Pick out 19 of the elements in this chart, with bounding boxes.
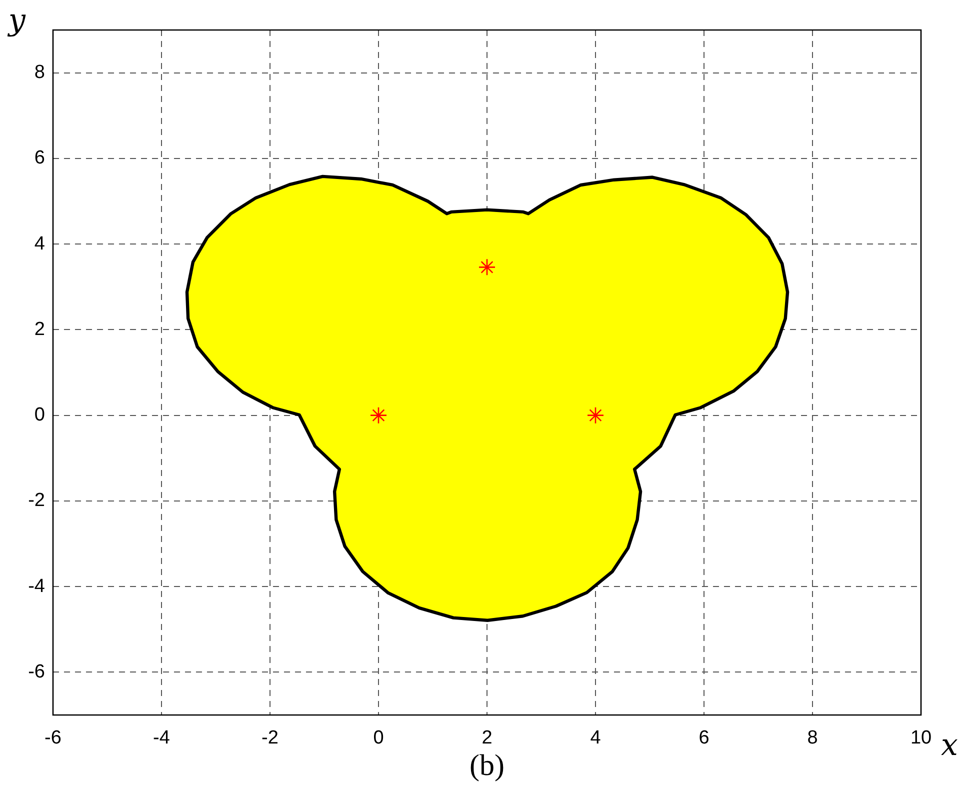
x-tick-label: 10 (910, 728, 932, 749)
x-tick-label: 2 (482, 728, 492, 749)
x-tick-label: 4 (590, 728, 602, 749)
y-tick-label: 6 (34, 148, 45, 169)
y-tick-label: 8 (34, 62, 45, 84)
y-tick-label: -4 (28, 576, 46, 597)
y-tick-label: 0 (34, 404, 45, 426)
y-tick-label: -2 (28, 490, 45, 512)
text: (b) (470, 748, 504, 782)
x-axis-title: x (941, 728, 958, 763)
y-axis-title: y (6, 2, 27, 38)
x-tick-label: 8 (807, 728, 818, 749)
y-tick-label: 4 (34, 233, 46, 254)
x-tick-label: -4 (153, 728, 170, 749)
y-tick-label: -6 (28, 661, 45, 682)
x-tick-label: -2 (262, 728, 278, 749)
x-tick-label: 0 (373, 728, 384, 749)
x-tick-label: 6 (698, 728, 710, 749)
y-tick-label: 2 (34, 318, 45, 340)
